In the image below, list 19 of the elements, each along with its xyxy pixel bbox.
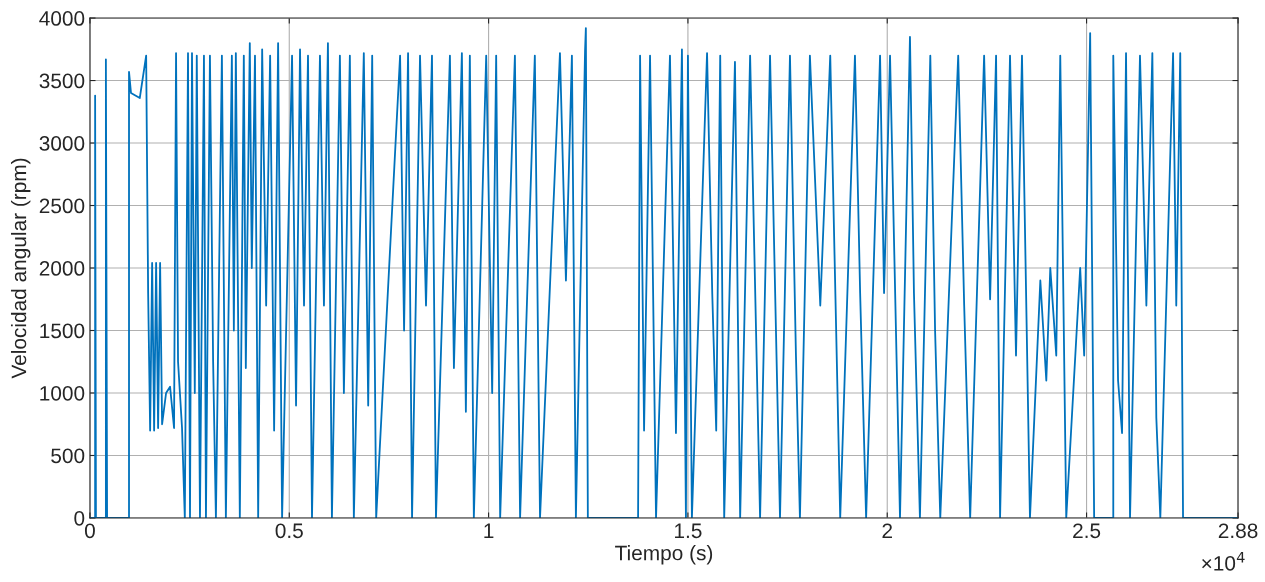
x-axis-title: Tiempo (s) (615, 545, 713, 565)
y-tick-label: 4000 (39, 11, 85, 26)
y-tick-label: 1000 (40, 386, 85, 401)
y-tick-label: 2500 (39, 198, 85, 214)
y-tick-label: 0 (74, 510, 85, 526)
y-tick-label: 500 (51, 448, 85, 464)
x-tick-label: 0 (84, 523, 95, 539)
y-tick-label: 2000 (39, 261, 85, 276)
x-tick-label: 2 (882, 523, 892, 538)
x-tick-label: 2.5 (1073, 523, 1101, 539)
y-tick-label: 3500 (39, 73, 85, 89)
x-tick-label: 1.5 (675, 523, 702, 539)
y-tick-label: 1500 (40, 323, 85, 339)
y-tick-label: 3000 (39, 136, 85, 151)
y-axis-title: Velocidad angular (rpm) (10, 158, 31, 379)
x-tick-label: 1 (484, 523, 494, 538)
x-tick-label: 0.5 (275, 523, 303, 539)
x-tick-label: 2.88 (1218, 523, 1258, 539)
text: ×10$^{4}$ (1202, 551, 1245, 571)
